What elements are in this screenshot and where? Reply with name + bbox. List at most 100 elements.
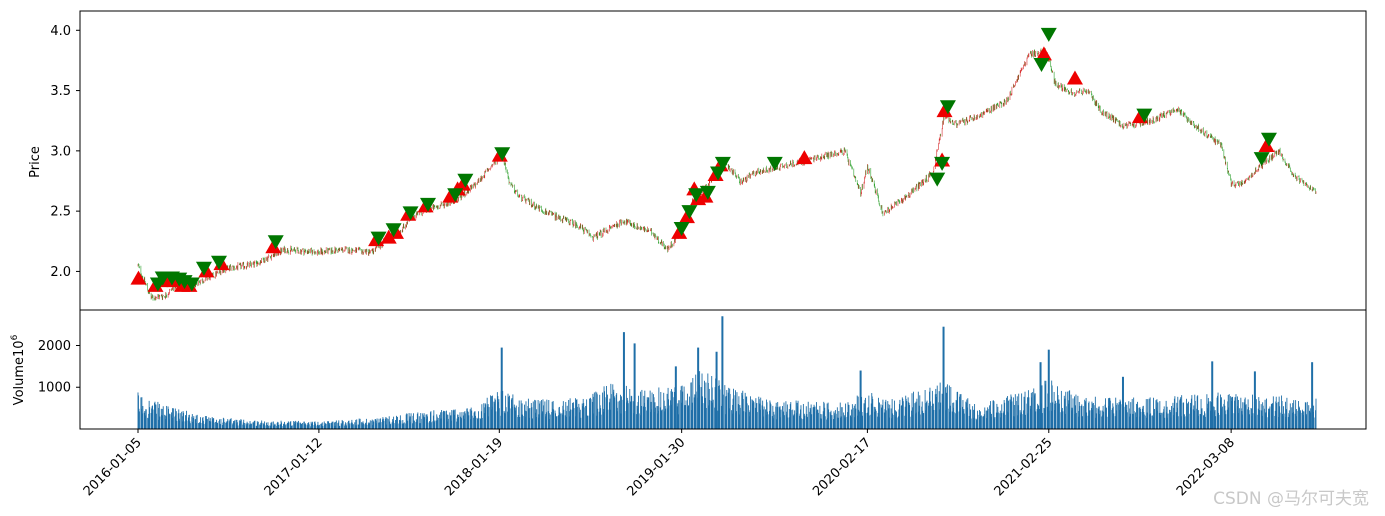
volume-bar: [496, 392, 498, 429]
volume-bar: [1306, 413, 1308, 429]
volume-bar: [738, 414, 740, 429]
volume-bar: [304, 424, 306, 429]
volume-bar: [862, 415, 863, 429]
volume-bar: [935, 393, 937, 429]
volume-bar: [983, 417, 985, 429]
volume-bar: [1067, 391, 1069, 429]
volume-bar: [959, 394, 961, 429]
volume-bar: [712, 399, 714, 429]
volume-bar: [769, 400, 771, 429]
volume-bar: [392, 421, 394, 429]
volume-bar: [576, 406, 578, 429]
volume-bar: [536, 409, 538, 429]
volume-bar: [1208, 401, 1210, 429]
volume-bar: [613, 396, 615, 429]
volume-bar: [1176, 407, 1178, 429]
volume-bar: [376, 420, 378, 429]
volume-bar: [1206, 394, 1208, 429]
volume-bar: [410, 422, 411, 429]
volume-bar: [1079, 405, 1081, 429]
volume-bar: [658, 387, 660, 429]
volume-bar: [729, 394, 731, 429]
volume-bar: [822, 411, 824, 429]
volume-bar: [650, 411, 652, 429]
volume-bar: [361, 424, 363, 429]
volume-bar: [1213, 406, 1215, 429]
volume-bar: [1265, 412, 1267, 429]
volume-bar: [965, 401, 967, 429]
volume-bar: [186, 420, 188, 429]
volume-bar: [418, 416, 420, 429]
volume-bar: [661, 409, 663, 429]
volume-bar: [457, 414, 459, 429]
volume-bar: [179, 418, 181, 429]
volume-bar: [240, 419, 242, 429]
volume-bar: [1247, 399, 1249, 429]
volume-bar: [1007, 412, 1009, 429]
volume-bar: [1292, 411, 1294, 429]
volume-bar: [1155, 400, 1157, 429]
volume-bar: [905, 395, 907, 429]
volume-bar: [710, 400, 712, 429]
volume-bar: [563, 409, 565, 429]
volume-bar: [440, 412, 442, 429]
volume-bar: [155, 404, 157, 429]
volume-bar: [477, 419, 478, 429]
volume-bar: [330, 423, 332, 429]
volume-bar: [613, 389, 615, 429]
volume-bar: [1149, 397, 1151, 429]
volume-bar: [705, 407, 707, 429]
volume-bar: [1167, 417, 1169, 429]
volume-bar: [1281, 401, 1283, 429]
volume-bar: [1027, 390, 1029, 429]
volume-bar: [1251, 408, 1252, 429]
volume-bar: [188, 415, 190, 429]
volume-bar: [348, 420, 350, 429]
volume-bar: [1125, 404, 1127, 429]
price-y-tick-label: 4.0: [50, 24, 71, 39]
volume-bar: [466, 408, 468, 429]
volume-bar: [1071, 410, 1073, 429]
volume-bar: [562, 405, 564, 429]
volume-bar: [1092, 403, 1094, 429]
volume-bar: [938, 391, 940, 429]
volume-bar: [640, 405, 642, 429]
volume-bar: [976, 420, 977, 429]
volume-bar: [1068, 390, 1070, 429]
volume-bar: [243, 425, 245, 429]
volume-bar: [946, 392, 947, 429]
volume-bar: [160, 408, 162, 429]
volume-bar: [1116, 403, 1118, 429]
volume-bar: [1051, 380, 1053, 429]
volume-bar: [844, 415, 846, 429]
volume-bar: [412, 415, 414, 429]
volume-bar: [300, 423, 302, 429]
volume-bar: [1197, 415, 1199, 429]
volume-bar: [670, 400, 671, 429]
volume-bar: [494, 403, 495, 429]
volume-bar: [795, 400, 797, 429]
buy-marker: [454, 176, 471, 191]
volume-bar: [168, 413, 170, 429]
volume-bar: [792, 415, 794, 429]
sell-marker: [681, 205, 698, 220]
volume-bar: [610, 383, 612, 429]
volume-bar: [777, 402, 779, 429]
sell-marker: [1253, 152, 1270, 167]
volume-bar: [572, 402, 573, 429]
volume-bar: [632, 401, 634, 429]
volume-bar: [1242, 402, 1244, 429]
volume-bar: [148, 413, 150, 429]
volume-bar: [478, 418, 480, 429]
volume-bar: [1200, 399, 1202, 429]
volume-bar: [1133, 411, 1135, 429]
volume-bar: [494, 399, 496, 429]
volume-bar: [725, 414, 727, 429]
volume-bar: [880, 404, 882, 429]
volume-bar: [1289, 403, 1291, 429]
volume-bar: [847, 402, 849, 429]
volume-bar: [242, 424, 244, 429]
volume-bar: [1055, 400, 1057, 429]
volume-bar: [544, 401, 546, 429]
